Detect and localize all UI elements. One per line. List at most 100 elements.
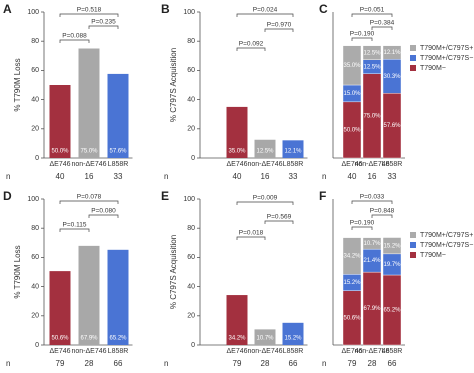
n-label: n	[322, 359, 326, 368]
y-tick-label: 60	[31, 67, 39, 74]
legend-swatch	[410, 45, 416, 51]
value-label: 12.5%	[363, 50, 381, 56]
n-value: 66	[388, 359, 397, 368]
y-axis-label: % C797S Acquisition	[169, 48, 178, 122]
x-tick-label: ΔE746	[49, 161, 70, 168]
x-tick-label: L858R	[382, 348, 403, 355]
legend-label: T790M−	[420, 65, 446, 72]
x-tick-label: non-ΔE746	[247, 161, 282, 168]
p-value: P=0.033	[360, 194, 385, 201]
y-tick-label: 40	[31, 283, 39, 290]
legend-swatch	[410, 65, 416, 71]
bar	[254, 329, 276, 345]
legend-swatch	[410, 242, 416, 248]
n-value: 40	[56, 172, 65, 181]
p-value: P=0.051	[360, 7, 385, 14]
y-tick-label: 0	[191, 155, 195, 162]
p-value: P=0.970	[267, 22, 292, 29]
panel-letter: A	[3, 2, 12, 16]
n-value: 79	[56, 359, 65, 368]
n-value: 79	[348, 359, 357, 368]
p-value: P=0.235	[91, 19, 116, 26]
bar-segment	[342, 237, 362, 275]
significance-bracket	[351, 37, 373, 41]
panel-letter: C	[319, 2, 328, 16]
p-value: P=0.115	[63, 222, 87, 229]
n-value: 16	[261, 172, 270, 181]
legend-label: T790M+/C797S−	[420, 55, 473, 62]
x-tick-label: non-ΔE746	[247, 348, 282, 355]
value-label: 12.5%	[363, 64, 381, 70]
y-tick-label: 60	[187, 67, 195, 74]
significance-bracket	[371, 214, 393, 218]
x-tick-label: ΔE746	[226, 161, 247, 168]
x-tick-label: non-ΔE746	[354, 161, 389, 168]
value-label: 15.0%	[343, 91, 361, 97]
significance-bracket	[59, 200, 119, 204]
y-tick-label: 40	[187, 96, 195, 103]
y-tick-label: 40	[31, 96, 39, 103]
p-value: P=0.024	[253, 7, 278, 14]
bar	[49, 85, 71, 158]
y-tick-label: 20	[187, 313, 195, 320]
significance-bracket	[351, 13, 393, 17]
n-value: 33	[114, 172, 123, 181]
x-tick-label: non-ΔE746	[354, 348, 389, 355]
p-value: P=0.092	[239, 41, 264, 48]
value-label: 15.2%	[343, 280, 361, 286]
y-tick-label: 100	[27, 9, 39, 16]
legend-swatch	[410, 232, 416, 238]
y-tick-label: 60	[31, 254, 39, 261]
value-label: 35.0%	[343, 63, 361, 69]
n-value: 16	[368, 172, 377, 181]
n-value: 40	[348, 172, 357, 181]
significance-bracket	[264, 220, 294, 224]
y-tick-label: 100	[183, 9, 195, 16]
p-value: P=0.080	[91, 208, 116, 215]
n-value: 28	[368, 359, 377, 368]
y-axis-label: % T790M Loss	[13, 58, 22, 111]
value-label: 34.2%	[343, 254, 361, 260]
legend-swatch	[410, 55, 416, 61]
value-label: 19.7%	[383, 262, 401, 268]
p-value: P=0.518	[77, 7, 102, 14]
bar	[226, 106, 248, 158]
y-tick-label: 40	[187, 283, 195, 290]
y-axis-label: % T790M Loss	[13, 245, 22, 298]
significance-bracket	[88, 214, 119, 218]
p-value: P=0.009	[253, 195, 278, 202]
n-value: 66	[289, 359, 298, 368]
significance-bracket	[236, 236, 266, 240]
value-label: 15.2%	[284, 336, 302, 342]
value-label: 21.4%	[363, 258, 381, 264]
n-label: n	[6, 359, 10, 368]
bar-segment	[382, 45, 402, 60]
bar-segment	[342, 45, 362, 86]
y-tick-label: 60	[187, 254, 195, 261]
value-label: 75.0%	[363, 113, 381, 119]
p-value: P=0.384	[370, 20, 395, 27]
significance-bracket	[59, 39, 90, 43]
value-label: 75.0%	[80, 149, 98, 155]
bar	[78, 245, 100, 345]
y-tick-label: 80	[31, 225, 39, 232]
value-label: 50.6%	[51, 336, 69, 342]
x-tick-label: L858R	[283, 161, 304, 168]
value-label: 35.0%	[228, 149, 246, 155]
bar	[226, 295, 248, 345]
significance-bracket	[236, 13, 294, 17]
x-tick-label: L858R	[283, 348, 304, 355]
y-tick-label: 100	[27, 196, 39, 203]
legend-label: T790M+/C797S−	[420, 242, 473, 249]
bar-segment	[362, 237, 382, 250]
n-label: n	[164, 359, 168, 368]
n-label: n	[6, 172, 10, 181]
y-tick-label: 0	[191, 342, 195, 349]
n-value: 66	[114, 359, 123, 368]
x-tick-label: ΔE746	[341, 348, 362, 355]
p-value: P=0.190	[350, 31, 375, 38]
significance-bracket	[59, 13, 119, 17]
value-label: 57.6%	[109, 149, 127, 155]
significance-bracket	[236, 201, 294, 205]
